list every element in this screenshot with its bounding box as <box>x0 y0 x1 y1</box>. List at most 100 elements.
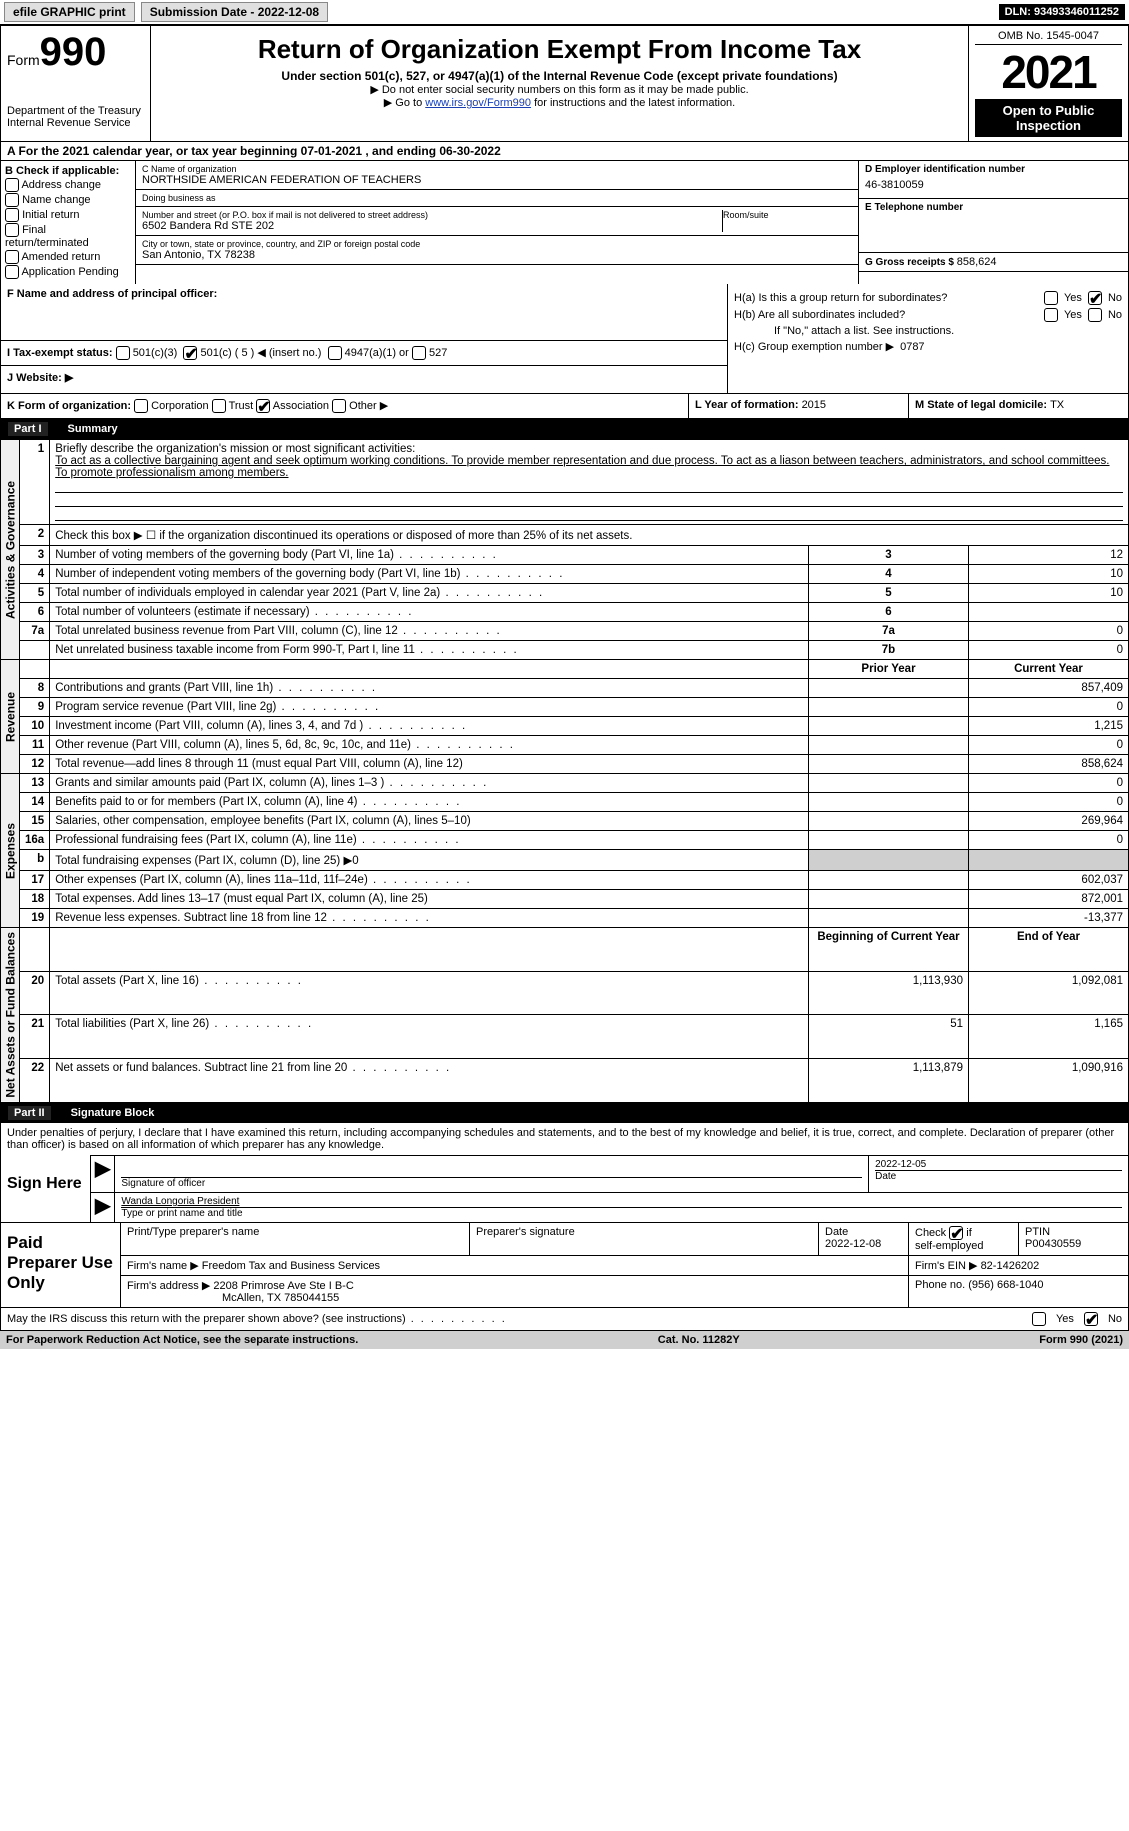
e18t: Total expenses. Add lines 13–17 (must eq… <box>50 890 809 909</box>
n22t: Net assets or fund balances. Subtract li… <box>50 1059 809 1103</box>
firm-phone-cell: Phone no. (956) 668-1040 <box>908 1276 1128 1307</box>
hb-yes[interactable] <box>1044 308 1058 322</box>
l7an: 7a <box>20 622 50 641</box>
hb-note: If "No," attach a list. See instructions… <box>734 325 1122 337</box>
paperwork-notice: For Paperwork Reduction Act Notice, see … <box>6 1334 358 1346</box>
chk-other[interactable] <box>332 399 346 413</box>
goto-post: for instructions and the latest informat… <box>531 97 735 109</box>
n21t: Total liabilities (Part X, line 26) <box>50 1015 809 1059</box>
opt-amended: Amended return <box>21 251 100 263</box>
firm-phone-label: Phone no. <box>915 1279 968 1291</box>
ha-no[interactable] <box>1088 291 1102 305</box>
discuss-no[interactable] <box>1084 1312 1098 1326</box>
efile-button[interactable]: efile GRAPHIC print <box>4 2 135 22</box>
org-name-label: C Name of organization <box>142 164 852 174</box>
e15t: Salaries, other compensation, employee b… <box>50 812 809 831</box>
form-num: 990 <box>40 30 107 74</box>
dba-cell: Doing business as <box>136 190 858 207</box>
chk-selfemp[interactable] <box>949 1226 963 1240</box>
blank3 <box>20 928 50 972</box>
chk-corp[interactable] <box>134 399 148 413</box>
l7bv: 0 <box>969 641 1129 660</box>
sig-date-cell: 2022-12-05 Date <box>868 1156 1128 1192</box>
firm-ein-cell: Firm's EIN ▶ 82-1426202 <box>908 1256 1128 1275</box>
city-label: City or town, state or province, country… <box>142 239 852 249</box>
officer-name-label: Type or print name and title <box>121 1207 1122 1219</box>
chk-501c3[interactable] <box>116 346 130 360</box>
chk-pending[interactable]: Application Pending <box>5 265 131 279</box>
omb-number: OMB No. 1545-0047 <box>975 30 1122 45</box>
l3t: Number of voting members of the governin… <box>50 546 809 565</box>
e15c: 269,964 <box>969 812 1129 831</box>
form-title: Return of Organization Exempt From Incom… <box>157 34 962 65</box>
principal-officer-label: F Name and address of principal officer: <box>7 288 721 300</box>
hdr-prior: Prior Year <box>809 660 969 679</box>
chk-trust[interactable] <box>212 399 226 413</box>
chk-initial-return[interactable]: Initial return <box>5 208 131 222</box>
submission-date: 2022-12-08 <box>258 5 319 19</box>
firm-ein-label: Firm's EIN ▶ <box>915 1260 981 1272</box>
chk-4947[interactable] <box>328 346 342 360</box>
chk-final-return[interactable]: Final return/terminated <box>5 223 131 249</box>
l6b: 6 <box>809 603 969 622</box>
tel-cell: E Telephone number <box>859 199 1128 253</box>
opt-address: Address change <box>21 179 101 191</box>
year-formation-label: L Year of formation: <box>695 399 802 411</box>
sign-here-grid: Sign Here ▶ Signature of officer 2022-12… <box>1 1155 1128 1222</box>
chk-address-change[interactable]: Address change <box>5 178 131 192</box>
r10n: 10 <box>20 717 50 736</box>
e14c: 0 <box>969 793 1129 812</box>
n20c: 1,092,081 <box>969 971 1129 1015</box>
header-right: OMB No. 1545-0047 2021 Open to Public In… <box>968 26 1128 141</box>
e17t: Other expenses (Part IX, column (A), lin… <box>50 871 809 890</box>
e17p <box>809 871 969 890</box>
part-ii-num: Part II <box>8 1106 51 1120</box>
n22p: 1,113,879 <box>809 1059 969 1103</box>
e16bt: Total fundraising expenses (Part IX, col… <box>50 850 809 871</box>
n20p: 1,113,930 <box>809 971 969 1015</box>
chk-527[interactable] <box>412 346 426 360</box>
ha-yes[interactable] <box>1044 291 1058 305</box>
header-center: Return of Organization Exempt From Incom… <box>151 26 968 141</box>
l3n: 3 <box>20 546 50 565</box>
section-rev: Revenue <box>1 660 20 774</box>
l5t: Total number of individuals employed in … <box>50 584 809 603</box>
r11c: 0 <box>969 736 1129 755</box>
chk-amended[interactable]: Amended return <box>5 250 131 264</box>
e16bn: b <box>20 850 50 871</box>
l5n: 5 <box>20 584 50 603</box>
gross-label: G Gross receipts $ <box>865 257 957 268</box>
chk-assoc[interactable] <box>256 399 270 413</box>
block-b: B Check if applicable: Address change Na… <box>1 161 136 284</box>
l3v: 12 <box>969 546 1129 565</box>
hb-no[interactable] <box>1088 308 1102 322</box>
domicile-value: TX <box>1050 399 1064 411</box>
chk-501c[interactable] <box>183 346 197 360</box>
r12n: 12 <box>20 755 50 774</box>
opt-pending: Application Pending <box>21 266 118 278</box>
opt-527: 527 <box>429 347 447 359</box>
submission-date-button[interactable]: Submission Date - 2022-12-08 <box>141 2 328 22</box>
officer-name: Wanda Longoria President <box>121 1196 1122 1207</box>
discuss-yes[interactable] <box>1032 1312 1046 1326</box>
row-fh: F Name and address of principal officer:… <box>0 284 1129 394</box>
opt-initial: Initial return <box>22 209 79 221</box>
chk-name-change[interactable]: Name change <box>5 193 131 207</box>
e17c: 602,037 <box>969 871 1129 890</box>
row-a-tax-year: A For the 2021 calendar year, or tax yea… <box>0 142 1129 161</box>
irs-link[interactable]: www.irs.gov/Form990 <box>425 97 531 109</box>
r10c: 1,215 <box>969 717 1129 736</box>
section-ag: Activities & Governance <box>1 440 20 660</box>
r8t: Contributions and grants (Part VIII, lin… <box>50 679 809 698</box>
dln-value: 93493346011252 <box>1034 6 1119 18</box>
sign-right: ▶ Signature of officer 2022-12-05 Date ▶… <box>91 1155 1128 1222</box>
e13n: 13 <box>20 774 50 793</box>
e14t: Benefits paid to or for members (Part IX… <box>50 793 809 812</box>
part-ii-title: Signature Block <box>71 1107 155 1119</box>
ein-label: D Employer identification number <box>865 164 1122 175</box>
l7at: Total unrelated business revenue from Pa… <box>50 622 809 641</box>
dept-treasury: Department of the Treasury <box>7 105 144 117</box>
l4v: 10 <box>969 565 1129 584</box>
sig-date-label: Date <box>875 1170 1122 1182</box>
l6v <box>969 603 1129 622</box>
